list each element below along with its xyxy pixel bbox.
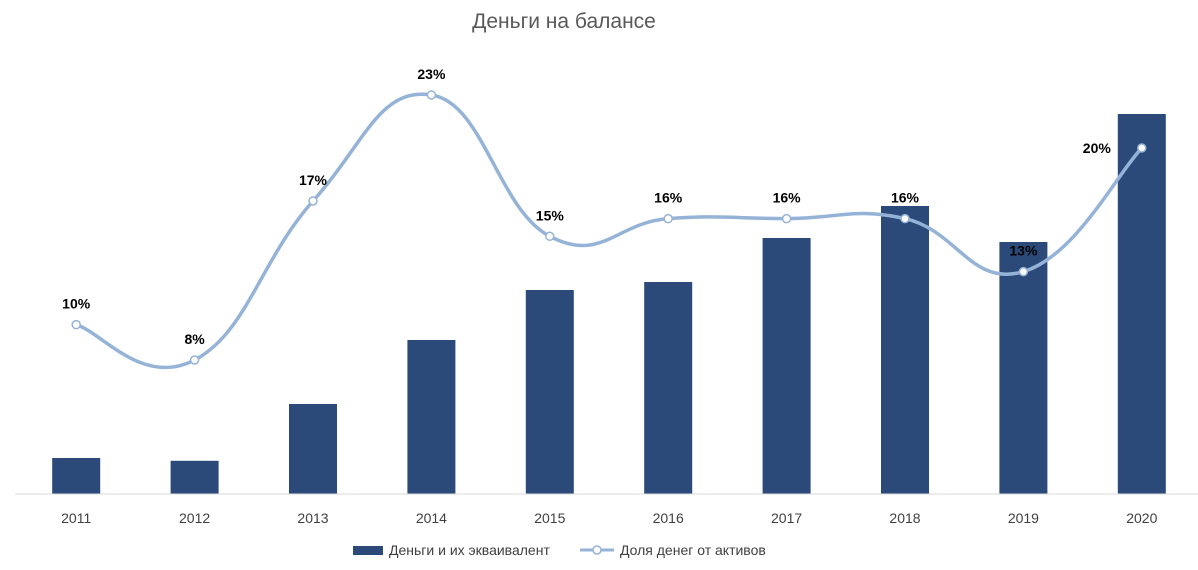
line-marker-2015 bbox=[545, 231, 555, 242]
chart-title: Деньги на балансе bbox=[472, 10, 656, 33]
line-series bbox=[75, 92, 1144, 370]
bar-series bbox=[52, 114, 1166, 494]
line-marker-2020 bbox=[1137, 143, 1147, 153]
legend: Деньги и их экваивалент Доля денег от ак… bbox=[353, 542, 766, 558]
bar-2020 bbox=[1117, 114, 1166, 494]
line-markers bbox=[71, 90, 1147, 365]
x-tick-label-2018: 2018 bbox=[889, 510, 920, 526]
bar-2015 bbox=[525, 290, 574, 494]
data-label-2012: 8% bbox=[184, 331, 205, 347]
x-tick-label-2017: 2017 bbox=[771, 510, 802, 526]
line-marker-2011 bbox=[71, 319, 81, 330]
data-label-2019: 13% bbox=[1009, 243, 1038, 259]
legend-line-label: Доля денег от активов bbox=[620, 542, 766, 558]
line-marker-2014 bbox=[426, 90, 437, 100]
bar-2017 bbox=[762, 238, 811, 494]
x-tick-label-2015: 2015 bbox=[534, 510, 565, 526]
line-marker-2019 bbox=[1018, 266, 1029, 277]
x-axis-ticks: 2011 2012 2013 2014 2015 2016 2017 2018 2019 2020 bbox=[61, 510, 1157, 526]
legend-line-marker bbox=[592, 545, 602, 555]
x-tick-label-2020: 2020 bbox=[1126, 510, 1157, 526]
line-marker-2016 bbox=[663, 213, 673, 224]
x-tick-label-2016: 2016 bbox=[653, 510, 684, 526]
line-marker-2017 bbox=[781, 213, 792, 224]
data-label-2020: 20% bbox=[1083, 140, 1112, 156]
data-label-2011: 10% bbox=[62, 296, 91, 312]
x-tick-label-2011: 2011 bbox=[61, 510, 91, 526]
legend-bar-swatch bbox=[353, 546, 383, 555]
bar-2013 bbox=[289, 404, 337, 494]
bar-2019 bbox=[999, 242, 1048, 494]
x-tick-label-2014: 2014 bbox=[416, 510, 447, 526]
data-label-2017: 16% bbox=[773, 190, 802, 206]
legend-bar-label: Деньги и их экваивалент bbox=[389, 542, 550, 558]
line-marker-2013 bbox=[308, 196, 318, 206]
line-marker-2018 bbox=[900, 213, 910, 224]
bar-2016 bbox=[644, 282, 693, 494]
data-label-2015: 15% bbox=[536, 207, 565, 223]
data-label-2014: 23% bbox=[417, 66, 446, 82]
data-label-2016: 16% bbox=[654, 190, 683, 206]
x-tick-label-2012: 2012 bbox=[179, 510, 210, 526]
data-label-2013: 17% bbox=[299, 172, 328, 188]
data-label-2018: 16% bbox=[891, 190, 920, 206]
bar-2018 bbox=[881, 206, 929, 494]
x-tick-label-2019: 2019 bbox=[1008, 510, 1039, 526]
bar-2012 bbox=[170, 460, 219, 494]
bar-2011 bbox=[52, 458, 101, 494]
data-labels: 10% 8% 17% 23% 15% 16% 16% 16% 13% 20% bbox=[62, 66, 1111, 347]
bar-2014 bbox=[407, 340, 456, 494]
line-marker-2012 bbox=[189, 355, 200, 365]
x-tick-label-2013: 2013 bbox=[297, 510, 328, 526]
